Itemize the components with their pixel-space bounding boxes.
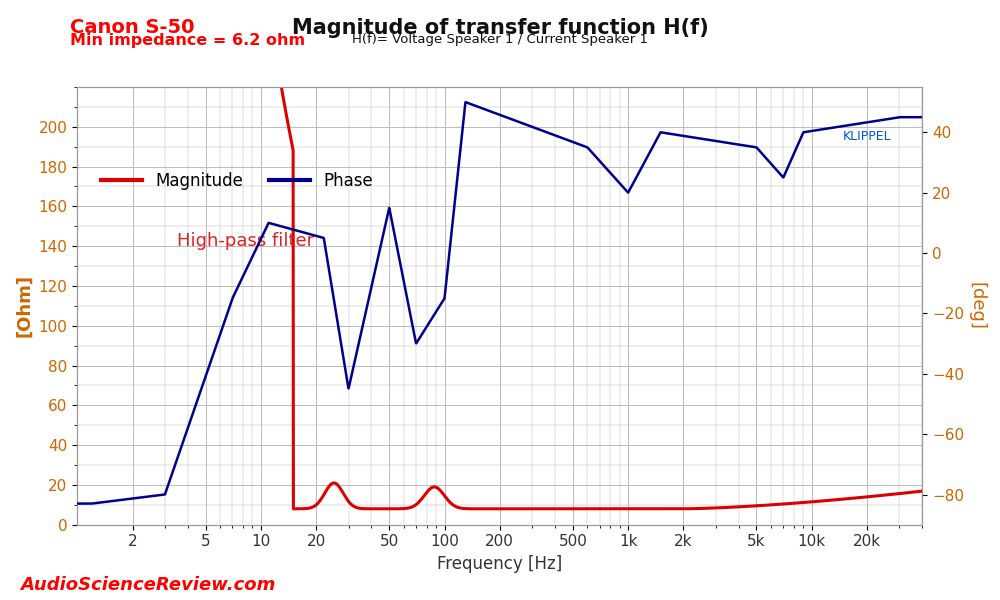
Text: Magnitude of transfer function H(f): Magnitude of transfer function H(f) bbox=[292, 18, 708, 38]
Text: High-pass filter: High-pass filter bbox=[177, 232, 314, 250]
Text: Canon S-50: Canon S-50 bbox=[70, 18, 194, 37]
Y-axis label: [Ohm]: [Ohm] bbox=[15, 274, 33, 337]
Text: H(f)= Voltage Speaker 1 / Current Speaker 1: H(f)= Voltage Speaker 1 / Current Speake… bbox=[352, 33, 648, 46]
Text: AudioScienceReview.com: AudioScienceReview.com bbox=[20, 576, 275, 594]
X-axis label: Frequency [Hz]: Frequency [Hz] bbox=[437, 555, 562, 573]
Text: KLIPPEL: KLIPPEL bbox=[843, 130, 891, 143]
Text: Min impedance = 6.2 ohm: Min impedance = 6.2 ohm bbox=[70, 33, 305, 48]
Legend: Magnitude, Phase: Magnitude, Phase bbox=[94, 166, 380, 197]
Y-axis label: [deg]: [deg] bbox=[967, 282, 985, 330]
